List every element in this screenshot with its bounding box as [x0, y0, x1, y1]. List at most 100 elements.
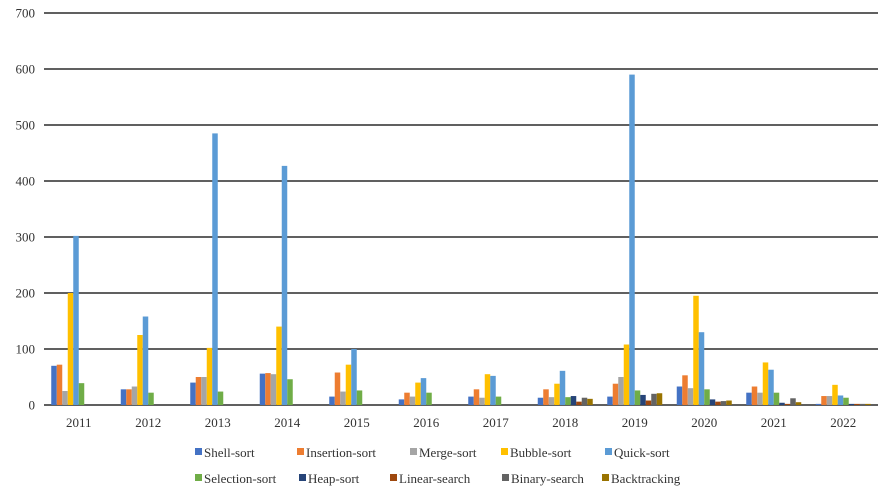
bar-quick-sort-2011	[73, 235, 79, 405]
bar-selection-sort-2017	[495, 396, 502, 405]
bar-insertion-sort-2019	[612, 383, 619, 405]
y-tick-label: 600	[16, 62, 36, 77]
x-tick-label: 2013	[205, 415, 231, 430]
bar-insertion-sort-2018	[543, 389, 549, 405]
legend-label: Quick-sort	[614, 445, 670, 460]
bar-selection-sort-2011	[78, 383, 85, 405]
x-tick-label: 2018	[552, 415, 578, 430]
bar-quick-sort-2017	[490, 375, 496, 405]
legend-label: Selection-sort	[204, 471, 277, 486]
bar-quick-sort-2020	[698, 332, 705, 405]
bar-merge-sort-2018	[548, 397, 555, 405]
bar-linear-search-2018	[576, 401, 582, 405]
legend-swatch	[390, 474, 397, 481]
bar-merge-sort-2011	[62, 391, 68, 405]
bar-selection-sort-2021	[773, 392, 780, 405]
legend-label: Merge-sort	[419, 445, 477, 460]
legend-item-binary-search: Binary-search	[502, 471, 584, 486]
bar-shell-sort-2018	[537, 397, 544, 405]
bar-selection-sort-2013	[217, 391, 224, 405]
bar-insertion-sort-2021	[751, 386, 758, 405]
bar-quick-sort-2015	[351, 349, 357, 405]
legend-label: Bubble-sort	[510, 445, 572, 460]
bar-bubble-sort-2015	[345, 364, 352, 405]
bar-heap-sort-2021	[779, 402, 785, 405]
bar-insertion-sort-2014	[265, 373, 271, 405]
bar-merge-sort-2013	[201, 377, 207, 405]
bar-merge-sort-2022	[826, 396, 833, 405]
bar-shell-sort-2021	[746, 392, 752, 405]
bar-backtracking-2022	[865, 403, 871, 405]
x-tick-label: 2011	[66, 415, 92, 430]
legend-item-merge-sort: Merge-sort	[410, 445, 477, 460]
bar-linear-search-2019	[645, 400, 652, 405]
legend-label: Linear-search	[399, 471, 471, 486]
legend-swatch	[195, 474, 202, 481]
bar-selection-sort-2014	[287, 379, 293, 405]
bar-shell-sort-2012	[120, 389, 127, 405]
legend-swatch	[605, 448, 612, 455]
y-tick-label: 100	[16, 342, 36, 357]
legend-swatch	[410, 448, 417, 455]
bar-backtracking-2020	[726, 400, 732, 405]
bar-merge-sort-2021	[757, 392, 763, 405]
y-tick-label: 200	[16, 286, 36, 301]
bar-shell-sort-2014	[259, 373, 266, 405]
bar-selection-sort-2018	[565, 397, 571, 405]
bar-merge-sort-2016	[409, 396, 416, 405]
bar-backtracking-2018	[587, 398, 593, 405]
y-tick-label: 300	[16, 230, 36, 245]
y-tick-label: 0	[29, 398, 36, 413]
bar-selection-sort-2015	[356, 390, 363, 405]
bar-shell-sort-2015	[329, 396, 335, 405]
bar-merge-sort-2012	[131, 386, 138, 405]
x-tick-label: 2022	[830, 415, 856, 430]
bar-binary-search-2018	[581, 397, 588, 405]
legend-item-linear-search: Linear-search	[390, 471, 471, 486]
bar-bubble-sort-2014	[276, 326, 282, 405]
bar-merge-sort-2017	[479, 397, 485, 405]
bar-bubble-sort-2020	[693, 295, 699, 405]
legend-swatch	[502, 474, 509, 481]
bar-insertion-sort-2022	[821, 396, 827, 405]
bar-quick-sort-2014	[281, 165, 288, 405]
bar-bubble-sort-2022	[832, 384, 838, 405]
x-tick-label: 2012	[135, 415, 161, 430]
y-tick-label: 400	[16, 174, 36, 189]
bar-heap-sort-2019	[640, 394, 646, 405]
bar-bubble-sort-2019	[623, 344, 630, 405]
bar-insertion-sort-2020	[682, 375, 688, 405]
bar-heap-sort-2022	[848, 403, 855, 405]
bar-insertion-sort-2015	[334, 372, 341, 405]
bar-quick-sort-2012	[142, 316, 149, 405]
bar-shell-sort-2011	[51, 365, 57, 405]
legend-item-shell-sort: Shell-sort	[195, 445, 255, 460]
bar-insertion-sort-2016	[404, 392, 410, 405]
bar-shell-sort-2016	[398, 399, 405, 405]
bar-insertion-sort-2017	[473, 389, 480, 405]
x-tick-label: 2021	[761, 415, 787, 430]
bar-bubble-sort-2013	[206, 347, 213, 405]
legend: Shell-sort Insertion-sort Merge-sort Bubble…	[195, 445, 681, 486]
legend-item-insertion-sort: Insertion-sort	[297, 445, 376, 460]
y-tick-label: 700	[16, 6, 36, 21]
bar-backtracking-2019	[656, 393, 663, 405]
bar-binary-search-2019	[651, 393, 657, 405]
legend-label: Heap-sort	[308, 471, 360, 486]
bar-bubble-sort-2021	[762, 362, 769, 405]
bar-bubble-sort-2012	[137, 335, 143, 405]
legend-item-heap-sort: Heap-sort	[299, 471, 360, 486]
legend-label: Backtracking	[611, 471, 681, 486]
bar-quick-sort-2016	[420, 378, 427, 405]
bar-quick-sort-2021	[768, 369, 774, 405]
bar-binary-search-2020	[720, 401, 727, 405]
legend-swatch	[501, 448, 508, 455]
x-axis-tick-labels: 2011 2012 2013 2014 2015 2016 2017 2018 2019 2020…	[66, 415, 856, 430]
bar-selection-sort-2019	[634, 390, 641, 405]
bar-merge-sort-2019	[618, 377, 624, 405]
bar-bubble-sort-2016	[415, 382, 421, 405]
bar-selection-sort-2016	[426, 392, 432, 405]
bar-insertion-sort-2011	[56, 364, 63, 405]
bar-linear-search-2020	[715, 401, 721, 405]
bar-shell-sort-2022	[815, 403, 822, 405]
